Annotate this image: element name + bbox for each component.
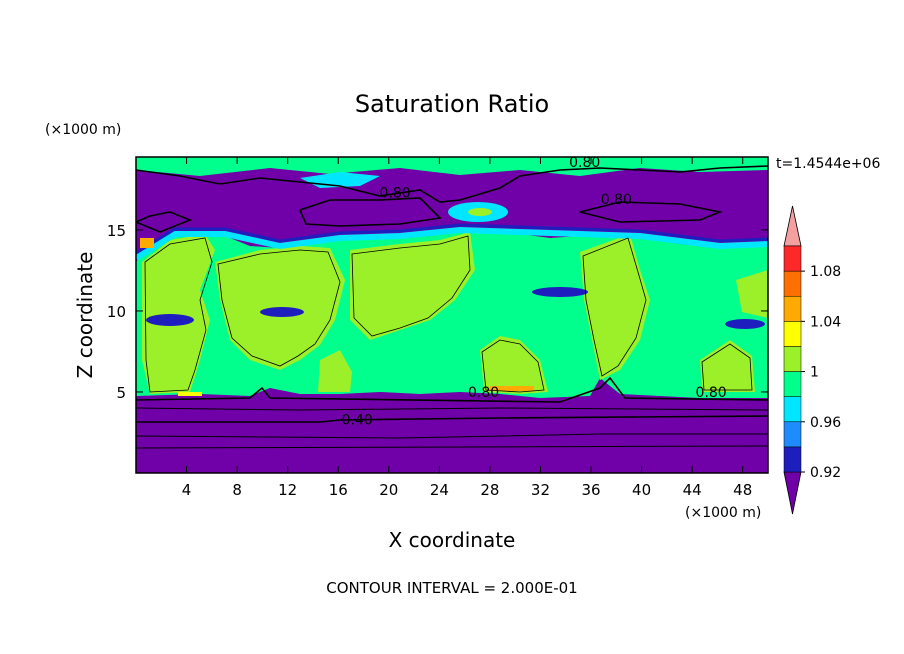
time-label: t=1.4544e+06 bbox=[776, 156, 880, 172]
supersaturated-region-1 bbox=[142, 234, 215, 394]
supersaturated-region-7 bbox=[700, 340, 755, 392]
y-unit-label: (×1000 m) bbox=[45, 122, 121, 138]
colorbar-label: 1 bbox=[810, 365, 819, 381]
x-tick-label: 44 bbox=[683, 481, 702, 499]
x-axis-label: X coordinate bbox=[389, 528, 516, 552]
colorbar-segment bbox=[783, 446, 802, 473]
colorbar-label: 1.08 bbox=[810, 264, 841, 280]
colorbar-bottom-arrow bbox=[783, 471, 802, 515]
colorbar-segment bbox=[783, 295, 802, 322]
y-axis-label: Z coordinate bbox=[73, 252, 97, 379]
contour-line bbox=[701, 343, 753, 391]
contour-interval-footer: CONTOUR INTERVAL = 2.000E-01 bbox=[326, 579, 577, 597]
contour-line bbox=[481, 339, 545, 393]
dry-pocket-4 bbox=[725, 319, 765, 329]
contour-line bbox=[136, 165, 768, 203]
contour-line bbox=[582, 237, 647, 377]
y-tick-label: 10 bbox=[107, 303, 126, 321]
x-tick-label: 48 bbox=[733, 481, 752, 499]
x-tick-label: 40 bbox=[632, 481, 651, 499]
x-tick-label: 12 bbox=[278, 481, 297, 499]
y-tick-label: 15 bbox=[107, 222, 126, 240]
supersaturated-region-5 bbox=[318, 350, 352, 392]
contour-line bbox=[298, 197, 442, 227]
colorbar-segment bbox=[783, 371, 802, 397]
contour-line bbox=[136, 376, 768, 403]
x-tick-label: 28 bbox=[480, 481, 499, 499]
x-tick-label: 4 bbox=[182, 481, 192, 499]
contour-label: 0.40 bbox=[342, 413, 373, 429]
contour-line bbox=[136, 433, 768, 439]
x-tick-label: 24 bbox=[430, 481, 449, 499]
base-hotspot-2 bbox=[490, 386, 534, 391]
contour-label: 0.80 bbox=[380, 186, 411, 202]
colorbar-label: 0.96 bbox=[810, 415, 841, 431]
contour-label: 0.80 bbox=[601, 192, 632, 208]
contour-label: 0.80 bbox=[468, 385, 499, 401]
base-hotspot-1 bbox=[178, 392, 202, 396]
supersaturated-region-4 bbox=[480, 336, 548, 394]
dry-pocket-1 bbox=[146, 314, 194, 326]
contour-line bbox=[144, 237, 213, 393]
transition-band-dark bbox=[136, 223, 768, 255]
contour-line bbox=[217, 249, 341, 367]
transition-band bbox=[136, 226, 768, 261]
base-hotspot-3 bbox=[140, 238, 154, 248]
colorbar-segment bbox=[783, 396, 802, 423]
contour-line bbox=[136, 211, 193, 233]
x-tick-label: 8 bbox=[232, 481, 242, 499]
upper-cloud-core bbox=[468, 208, 492, 216]
dry-pocket-3 bbox=[532, 287, 588, 297]
y-tick-label: 5 bbox=[116, 384, 126, 402]
chart-title: Saturation Ratio bbox=[355, 90, 549, 118]
contour-line bbox=[351, 235, 471, 337]
contour-line bbox=[136, 407, 768, 411]
colorbar-segment bbox=[783, 346, 802, 372]
x-tick-label: 32 bbox=[531, 481, 550, 499]
colorbar-segment bbox=[783, 245, 802, 272]
supersaturated-region-8 bbox=[736, 270, 768, 318]
dry-pocket-2 bbox=[260, 307, 304, 317]
contour-label: 0.80 bbox=[569, 155, 600, 171]
supersaturated-region-3 bbox=[350, 232, 475, 340]
colorbar-segment bbox=[783, 270, 802, 297]
colorbar: 0.92 0.96 1 1.04 1.08 bbox=[783, 205, 841, 515]
contour-line bbox=[136, 415, 768, 423]
upper-moist-patch bbox=[136, 157, 768, 176]
colorbar-label: 0.92 bbox=[810, 465, 841, 481]
contour-line bbox=[579, 201, 723, 223]
plot-frame bbox=[135, 156, 769, 474]
colorbar-top-arrow bbox=[783, 205, 802, 247]
plot-area: 0.80 0.800.400.800.800.80 4 8 12 16 20 24 28 32 3… bbox=[107, 155, 769, 499]
x-tick-label: 20 bbox=[379, 481, 398, 499]
x-tick-label: 36 bbox=[581, 481, 600, 499]
contour-label: 0.80 bbox=[696, 385, 727, 401]
x-tick-label: 16 bbox=[329, 481, 348, 499]
contour-line bbox=[136, 445, 768, 449]
colorbar-label: 1.04 bbox=[810, 314, 841, 330]
x-unit-label: (×1000 m) bbox=[685, 505, 761, 521]
colorbar-segment bbox=[783, 321, 802, 347]
colorbar-segment bbox=[783, 421, 802, 448]
